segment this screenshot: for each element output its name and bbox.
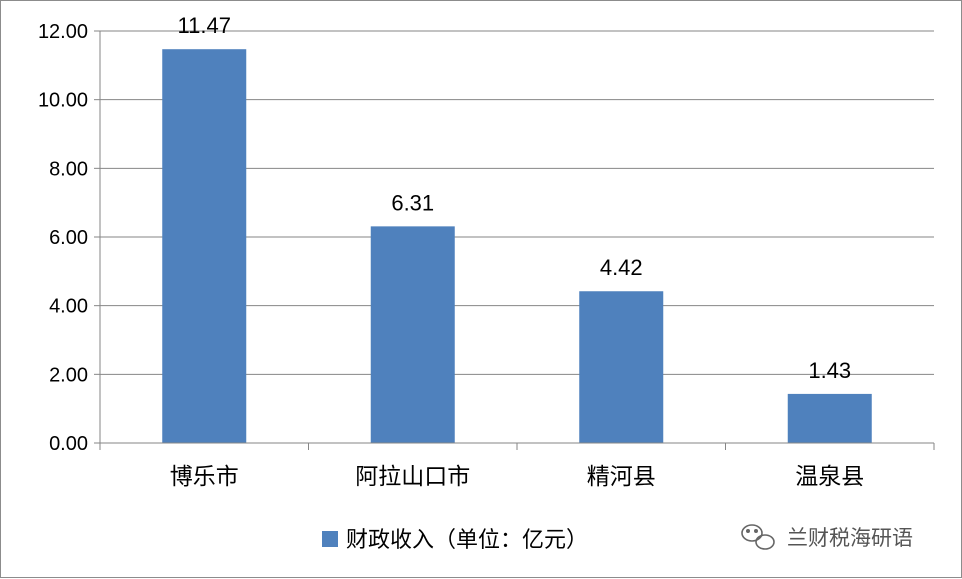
- bar: [370, 226, 455, 443]
- x-axis-category-labels: 博乐市 阿拉山口市 精河县 温泉县: [170, 464, 865, 490]
- legend: 财政收入（单位：亿元）: [322, 528, 588, 553]
- y-tick-label: 2.00: [49, 364, 88, 386]
- y-tick-label: 6.00: [49, 227, 88, 249]
- y-tick-label: 8.00: [49, 158, 88, 180]
- watermark-text: 兰财税海研语: [787, 526, 913, 550]
- y-tick-label: 10.00: [38, 90, 88, 112]
- category-label: 博乐市: [170, 464, 239, 490]
- y-axis-tick-labels: 0.00 2.00 4.00 6.00 8.00 10.00 12.00: [38, 21, 88, 455]
- data-label: 6.31: [391, 190, 434, 215]
- wechat-icon: [741, 524, 775, 550]
- y-tick-label: 12.00: [38, 21, 88, 43]
- bar: [787, 393, 872, 443]
- legend-swatch: [322, 531, 338, 547]
- category-label: 阿拉山口市: [355, 464, 470, 490]
- data-labels: 11.47 6.31 4.42 1.43: [178, 13, 852, 383]
- data-label: 11.47: [178, 13, 231, 38]
- bar: [579, 291, 664, 443]
- category-label: 温泉县: [795, 464, 864, 490]
- y-tick-label: 0.00: [49, 433, 88, 455]
- data-label: 4.42: [600, 255, 643, 280]
- category-label: 精河县: [587, 464, 656, 490]
- bars: [162, 49, 872, 444]
- y-tick-label: 4.00: [49, 296, 88, 318]
- bar: [162, 49, 247, 444]
- data-label: 1.43: [808, 358, 851, 383]
- watermark: 兰财税海研语: [741, 524, 913, 550]
- axes: [94, 30, 935, 450]
- legend-label: 财政收入（单位：亿元）: [346, 528, 588, 553]
